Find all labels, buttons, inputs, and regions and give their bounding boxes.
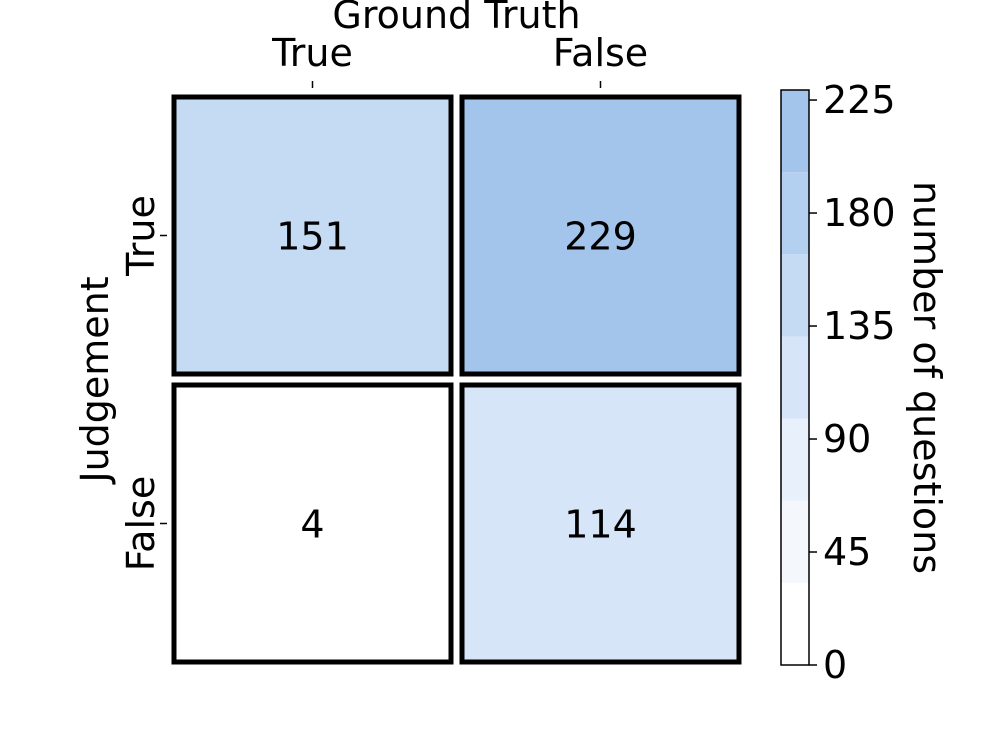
colorbar-tick-label: 90 [823,417,871,461]
colorbar-label: number of questions [905,181,949,574]
heatmap-cell [459,94,742,377]
x-axis-title: Ground Truth [332,0,580,37]
colorbar-segment [781,254,809,337]
cell-value-label: 4 [300,503,324,547]
colorbar-tick-label: 135 [823,304,896,348]
y-tick-label: True [119,195,163,277]
y-axis-title: Judgement [73,276,117,484]
cell-value-label: 151 [276,215,349,259]
colorbar-segment [781,172,809,255]
colorbar-frame [780,89,810,666]
colorbar-segment [781,500,809,583]
colorbar-segment [781,90,809,173]
heatmap-cell [171,382,454,665]
cell-value-label: 229 [564,215,637,259]
colorbar-segment [781,336,809,419]
heatmap-cell [171,94,454,377]
y-tick-label: False [119,476,163,571]
x-tick-label: True [271,31,353,75]
colorbar-tick-label: 225 [823,78,896,122]
heatmap-cell [459,382,742,665]
cell-value-label: 114 [564,503,637,547]
colorbar-segment [781,418,809,501]
colorbar-tick-label: 180 [823,191,896,235]
colorbar-tick-label: 0 [823,643,847,687]
colorbar-tick-label: 45 [823,530,871,574]
colorbar-segment [781,582,809,665]
x-tick-label: False [553,31,648,75]
